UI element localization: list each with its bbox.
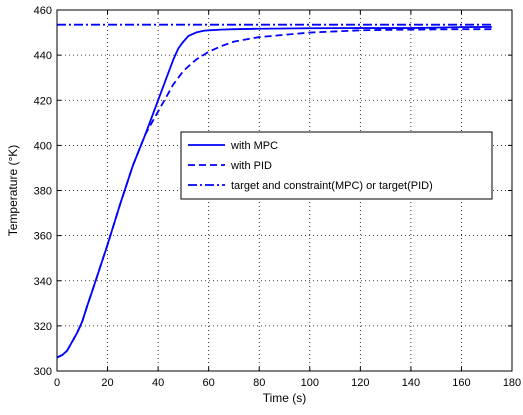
- x-tick-label: 100: [301, 377, 319, 389]
- x-tick-label: 20: [101, 377, 113, 389]
- y-tick-label: 440: [34, 50, 52, 62]
- y-tick-label: 380: [34, 186, 52, 198]
- y-axis-title: Temperature (°K): [6, 145, 20, 237]
- x-tick-label: 160: [452, 377, 470, 389]
- legend: with MPC with PID target and constraint(MP…: [180, 131, 493, 200]
- x-tick-label: 0: [54, 377, 60, 389]
- series-line-1: [56, 26, 492, 359]
- y-tick-label: 320: [34, 321, 52, 333]
- series-layer: [56, 23, 492, 359]
- x-tick-label: 140: [402, 377, 420, 389]
- legend-label: with MPC: [230, 140, 278, 152]
- y-tick-label: 340: [34, 276, 52, 288]
- x-tick-label: 40: [152, 377, 164, 389]
- axes: 0 20 40 60 80 100 120 140 160 180 300 320 340 360 380 4…: [34, 5, 522, 389]
- x-tick-label: 120: [351, 377, 369, 389]
- x-tick-label: 180: [503, 377, 521, 389]
- x-tick-label: 60: [203, 377, 215, 389]
- x-axis-title: Time (s): [263, 391, 307, 405]
- y-tick-label: 460: [34, 5, 52, 17]
- x-tick-label: 80: [253, 377, 265, 389]
- y-tick-label: 360: [34, 231, 52, 243]
- y-tick-label: 420: [34, 95, 52, 107]
- series-line-2: [56, 28, 492, 359]
- legend-label: with PID: [230, 160, 272, 172]
- y-tick-label: 300: [34, 366, 52, 378]
- y-tick-label: 400: [34, 140, 52, 152]
- legend-box: [180, 131, 493, 200]
- legend-label: target and constraint(MPC) or target(PID…: [231, 180, 433, 192]
